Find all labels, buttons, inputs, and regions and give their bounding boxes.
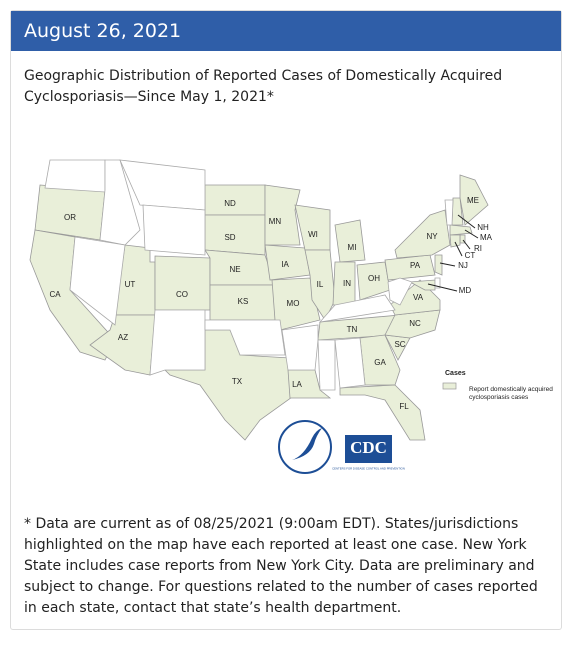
state-label: SD xyxy=(224,233,235,242)
state xyxy=(449,224,473,236)
caption: Geographic Distribution of Reported Case… xyxy=(24,68,503,105)
state-label: RI xyxy=(474,244,482,253)
state xyxy=(334,219,366,263)
state-label: TX xyxy=(232,377,243,386)
state-label: IL xyxy=(317,280,324,289)
card: August 26, 2021 Geographic Distribution … xyxy=(10,10,562,630)
state-label: CO xyxy=(176,290,188,299)
state xyxy=(294,204,331,251)
reported-states xyxy=(29,174,489,441)
footnote: * Data are current as of 08/25/2021 (9:0… xyxy=(24,516,538,616)
state-label: ND xyxy=(224,199,236,208)
state xyxy=(204,319,286,356)
header-date: August 26, 2021 xyxy=(11,11,561,51)
state xyxy=(44,159,106,193)
state-label: FL xyxy=(399,402,409,411)
state xyxy=(281,324,319,371)
state xyxy=(449,234,461,248)
state-label: IN xyxy=(343,279,351,288)
cdc-logo: CDC xyxy=(350,438,387,457)
state-label: CT xyxy=(465,251,476,260)
state xyxy=(334,337,366,389)
state xyxy=(142,204,206,256)
state xyxy=(154,255,211,311)
state-label: GA xyxy=(374,358,386,367)
state xyxy=(271,277,321,331)
state-label: SC xyxy=(394,340,405,349)
legend-title: Cases xyxy=(445,370,466,377)
state-label: AZ xyxy=(118,333,128,342)
legend-label: Report domestically acquired cyclosporias… xyxy=(469,386,553,401)
state-label: MI xyxy=(348,243,357,252)
state xyxy=(444,199,454,226)
state-label: NE xyxy=(229,265,240,274)
state xyxy=(318,294,396,323)
state-label: OR xyxy=(64,213,76,222)
state-label: IA xyxy=(281,260,289,269)
state xyxy=(339,384,426,441)
seal-ring xyxy=(278,420,332,474)
state-label: LA xyxy=(292,380,302,389)
state-label: WI xyxy=(308,230,318,239)
state-label: MA xyxy=(480,233,493,242)
state xyxy=(394,209,451,259)
state-label: PA xyxy=(410,261,421,270)
state xyxy=(149,309,206,376)
state xyxy=(317,339,336,391)
leader-line xyxy=(439,262,456,267)
state xyxy=(69,236,126,326)
state-label: KS xyxy=(238,297,249,306)
state-label: UT xyxy=(125,280,136,289)
state xyxy=(459,174,489,226)
cdc-logo-box xyxy=(345,435,392,463)
state-label: ME xyxy=(467,196,479,205)
seal-eagle xyxy=(292,428,322,460)
leader-line xyxy=(457,214,476,229)
state-label: MN xyxy=(269,217,282,226)
state-label: NY xyxy=(426,232,438,241)
leader-line xyxy=(454,241,463,257)
state xyxy=(264,184,301,246)
state-label: CA xyxy=(49,290,61,299)
hhs-seal xyxy=(278,420,332,474)
state-label: NH xyxy=(477,223,489,232)
state xyxy=(119,159,206,211)
leader-line xyxy=(427,283,458,292)
state-label: OH xyxy=(368,274,380,283)
state-label: NJ xyxy=(458,261,468,270)
cdc-tagline: CENTERS FOR DISEASE CONTROL AND PREVENTI… xyxy=(332,467,405,471)
state-label: NC xyxy=(409,319,421,328)
state xyxy=(387,277,413,306)
state-label: TN xyxy=(347,325,358,334)
state xyxy=(434,254,443,276)
state-label: MD xyxy=(459,286,472,295)
unreported-states xyxy=(44,159,454,391)
state xyxy=(408,279,436,291)
legend-swatch xyxy=(442,382,457,390)
leader-line xyxy=(462,239,471,250)
state-label: MO xyxy=(287,299,300,308)
leader-line xyxy=(464,229,479,239)
state-label: VA xyxy=(413,293,424,302)
